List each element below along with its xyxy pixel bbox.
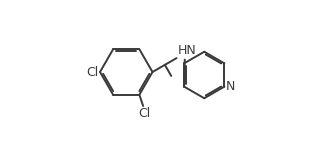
Text: HN: HN	[177, 44, 196, 57]
Text: Cl: Cl	[138, 108, 150, 120]
Text: N: N	[226, 80, 236, 93]
Text: Cl: Cl	[86, 66, 99, 78]
